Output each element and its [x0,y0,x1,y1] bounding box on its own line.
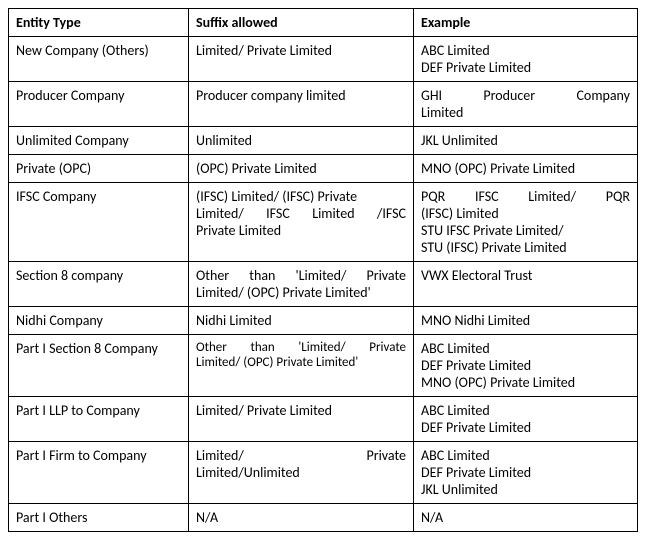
example-cell: ABC Limited DEF Private Limited [414,37,638,82]
entity-type-cell: Part I Firm to Company [9,442,189,504]
suffix-cell: (IFSC) Limited/ (IFSC) Private Limited/ … [189,183,414,262]
suffix-cell: Other than 'Limited/ Private Limited/ (O… [189,335,414,397]
entity-type-cell: New Company (Others) [9,37,189,82]
suffix-line: Limited/ IFSC Limited /IFSC [196,205,406,222]
example-line: DEF Private Limited [421,419,630,436]
example-line: DEF Private Limited [421,464,630,481]
example-line: DEF Private Limited [421,357,630,374]
suffix-cell: (OPC) Private Limited [189,155,414,183]
entity-type-cell: Part I LLP to Company [9,397,189,442]
table-row: Part I Others N/A N/A [9,504,638,532]
example-line: STU (IFSC) Private Limited [421,239,630,256]
suffix-line: Limited/ (OPC) Private Limited' [196,355,406,370]
entity-type-cell: Producer Company [9,82,189,127]
suffix-cell: Nidhi Limited [189,307,414,335]
suffix-line: Other than 'Limited/ Private [196,340,406,355]
table-row: IFSC Company (IFSC) Limited/ (IFSC) Priv… [9,183,638,262]
suffix-cell: Other than 'Limited/ Private Limited/ (O… [189,262,414,307]
table-row: New Company (Others) Limited/ Private Li… [9,37,638,82]
example-line: ABC Limited [421,402,630,419]
example-cell: ABC Limited DEF Private Limited [414,397,638,442]
example-line: ABC Limited [421,42,630,59]
suffix-cell: N/A [189,504,414,532]
example-cell: ABC Limited DEF Private Limited JKL Unli… [414,442,638,504]
suffix-cell: Limited/ Private Limited [189,397,414,442]
entity-type-cell: Part I Others [9,504,189,532]
table-row: Private (OPC) (OPC) Private Limited MNO … [9,155,638,183]
entity-type-cell: Part I Section 8 Company [9,335,189,397]
entity-type-cell: IFSC Company [9,183,189,262]
suffix-line: Limited/Unlimited [196,464,406,481]
example-line: Limited [421,104,630,121]
example-cell: VWX Electoral Trust [414,262,638,307]
example-cell: N/A [414,504,638,532]
example-line: ABC Limited [421,340,630,357]
example-cell: MNO (OPC) Private Limited [414,155,638,183]
suffix-cell: Limited/ Private Limited/Unlimited [189,442,414,504]
suffix-line: Limited/ (OPC) Private Limited' [196,284,406,301]
table-row: Producer Company Producer company limite… [9,82,638,127]
suffix-cell: Unlimited [189,127,414,155]
suffix-line: Limited/ Private [196,447,406,464]
example-cell: MNO Nidhi Limited [414,307,638,335]
example-line: STU IFSC Private Limited/ [421,222,630,239]
example-line: GHI Producer Company [421,87,630,104]
example-line: ABC Limited [421,447,630,464]
suffix-line: (IFSC) Limited/ (IFSC) Private [196,188,406,205]
entity-type-cell: Unlimited Company [9,127,189,155]
entity-type-cell: Private (OPC) [9,155,189,183]
table-row: Part I Firm to Company Limited/ Private … [9,442,638,504]
table-row: Nidhi Company Nidhi Limited MNO Nidhi Li… [9,307,638,335]
example-line: DEF Private Limited [421,59,630,76]
example-cell: PQR IFSC Limited/ PQR (IFSC) Limited STU… [414,183,638,262]
example-line: MNO (OPC) Private Limited [421,374,630,391]
entity-type-cell: Section 8 company [9,262,189,307]
entity-type-cell: Nidhi Company [9,307,189,335]
header-entity-type: Entity Type [9,9,189,37]
example-line: JKL Unlimited [421,481,630,498]
example-cell: ABC Limited DEF Private Limited MNO (OPC… [414,335,638,397]
table-row: Unlimited Company Unlimited JKL Unlimite… [9,127,638,155]
table-row: Part I Section 8 Company Other than 'Lim… [9,335,638,397]
suffix-cell: Limited/ Private Limited [189,37,414,82]
example-cell: GHI Producer Company Limited [414,82,638,127]
table-row: Section 8 company Other than 'Limited/ P… [9,262,638,307]
example-line: (IFSC) Limited [421,205,630,222]
table-header-row: Entity Type Suffix allowed Example [9,9,638,37]
suffix-cell: Producer company limited [189,82,414,127]
example-line: PQR IFSC Limited/ PQR [421,188,630,205]
table-row: Part I LLP to Company Limited/ Private L… [9,397,638,442]
suffix-line: Private Limited [196,222,406,239]
entity-suffix-table: Entity Type Suffix allowed Example New C… [8,8,638,532]
suffix-line: Other than 'Limited/ Private [196,267,406,284]
header-example: Example [414,9,638,37]
example-cell: JKL Unlimited [414,127,638,155]
header-suffix-allowed: Suffix allowed [189,9,414,37]
